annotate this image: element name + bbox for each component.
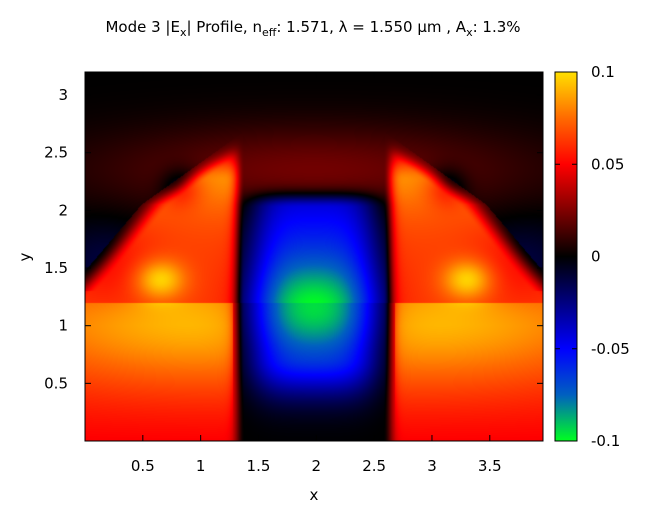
colorbar-ticks: 0.1 0.05 0 -0.05 -0.1 [555,63,630,450]
y-tick-label: 1.5 [44,259,68,277]
y-tick-label: 3 [58,86,68,104]
colorbar-tick-label: 0.05 [591,155,624,173]
x-tick-label: 0.5 [131,457,155,475]
y-tick-label: 2 [58,201,68,219]
x-axis-label: x [310,486,319,504]
y-tick-label: 2.5 [44,144,68,162]
field-heatmap-canvas [85,72,543,441]
x-tick-label: 1.5 [247,457,271,475]
plot-frame [84,71,544,442]
y-tick-label: 0.5 [44,374,68,392]
colorbar-tick-label: -0.05 [591,340,630,358]
x-tick-label: 2.5 [362,457,386,475]
chart-title: Mode 3 |Ex| Profile, neff: 1.571, λ = 1.… [105,18,520,39]
y-axis-ticks: 0.5 1 1.5 2 2.5 3 [44,86,543,392]
colorbar-tick-label: 0.1 [591,63,615,81]
x-axis-ticks: 0.5 1 1.5 2 2.5 3 3.5 [131,72,502,475]
x-tick-label: 3.5 [478,457,502,475]
y-axis-label: y [16,252,34,261]
x-tick-label: 2 [312,457,322,475]
colorbar-tick-label: 0 [591,248,601,266]
colorbar-tick-label: -0.1 [591,432,620,450]
x-tick-label: 1 [196,457,206,475]
y-tick-label: 1 [58,317,68,335]
field-heatmap [85,72,543,441]
x-tick-label: 3 [427,457,437,475]
